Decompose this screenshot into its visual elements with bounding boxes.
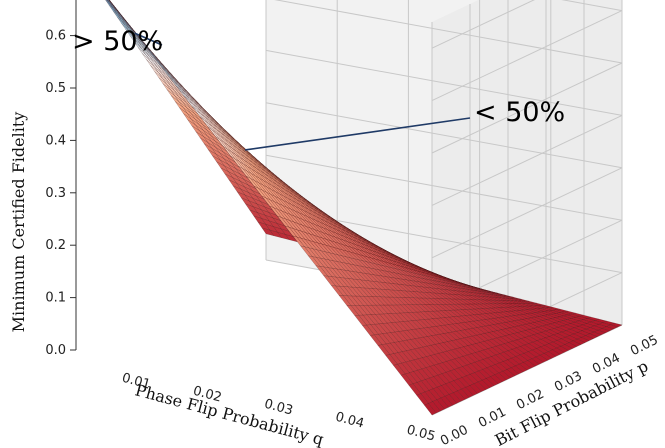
grid-z-back xyxy=(265,102,623,169)
z-tick-label: 0.0 xyxy=(45,343,66,358)
annotation-leader-line xyxy=(134,32,163,46)
x-tick-label: 0.05 xyxy=(405,423,437,445)
annotation-leader-line xyxy=(244,117,471,151)
grid-z-back xyxy=(274,0,623,64)
surface-cell xyxy=(105,0,113,8)
surface-cell xyxy=(107,0,113,6)
grid-z-side xyxy=(431,114,623,206)
x-tick-label: 0.01 xyxy=(120,371,152,393)
x-axis-label: Phase Flip Probability q xyxy=(133,380,326,448)
z-tick-label: 0.6 xyxy=(45,29,66,44)
annotations: > 50% < 50% xyxy=(72,26,565,151)
grid-z-side xyxy=(431,0,535,49)
grid-z-back xyxy=(265,154,623,221)
grid-z-back xyxy=(265,49,623,116)
z-tick-label: 0.2 xyxy=(45,238,66,253)
annotation-label: < 50% xyxy=(474,97,565,128)
surface-cell xyxy=(106,0,109,3)
z-tick-label: 0.4 xyxy=(45,133,66,148)
y-tick-label: 0.00 xyxy=(438,423,471,448)
y-tick-label: 0.05 xyxy=(628,333,661,360)
z-tick-label: 0.1 xyxy=(45,291,66,306)
x-tick-label: 0.04 xyxy=(334,410,366,432)
grid-z-side xyxy=(431,167,623,259)
z-tick-label: 0.5 xyxy=(45,81,66,96)
fidelity-surface xyxy=(105,0,623,416)
z-tick-label: 0.3 xyxy=(45,186,66,201)
grid-z-side xyxy=(431,62,623,154)
grid-z-side xyxy=(431,10,623,102)
z-axis-label: Minimum Certified Fidelity xyxy=(9,112,28,333)
annotation-label: > 50% xyxy=(72,26,163,57)
x-tick-label: 0.03 xyxy=(263,397,295,419)
x-tick-label: 0.02 xyxy=(191,384,223,406)
surface-cell xyxy=(108,0,112,4)
surface-cell xyxy=(109,0,112,3)
